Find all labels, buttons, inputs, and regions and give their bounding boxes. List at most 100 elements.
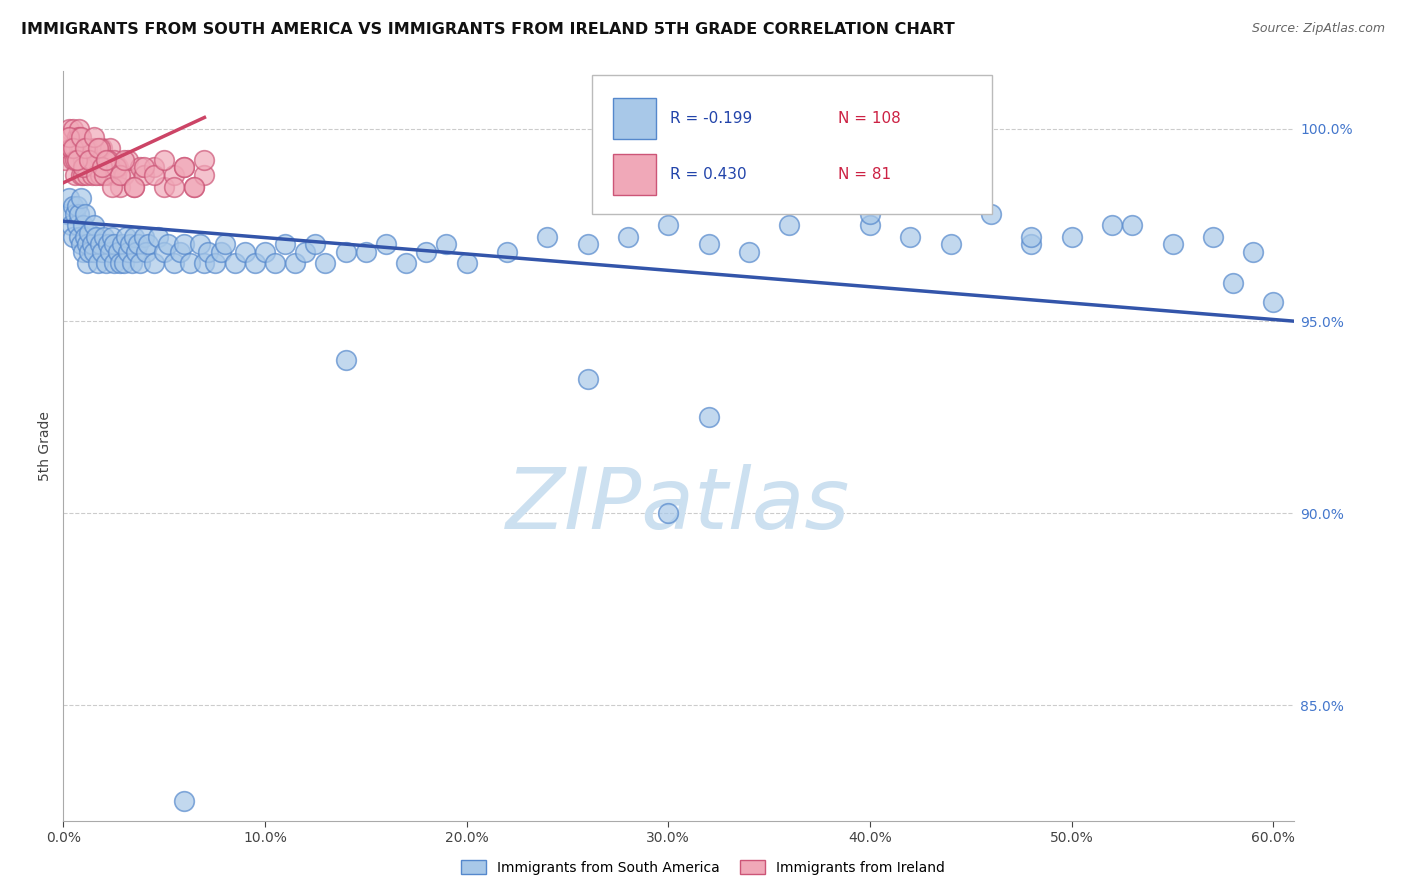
Point [86,256,108,270]
Point [657,506,679,520]
Point [284,256,307,270]
Point [70,168,93,182]
Point [70,237,93,252]
Point [127,237,149,252]
Point [70,191,93,205]
Point [100,229,122,244]
Point [89,237,111,252]
Point [153,244,176,259]
Point [939,237,962,252]
Text: N = 108: N = 108 [838,112,901,126]
Point [103,153,125,167]
Point [1202,229,1225,244]
Point [76,168,98,182]
Point [415,244,437,259]
Point [536,229,558,244]
Point [84,161,107,175]
Point [173,237,195,252]
Point [193,256,215,270]
Point [65,141,87,155]
Point [84,168,107,182]
Point [136,237,159,252]
Point [66,218,89,232]
Point [65,206,87,220]
Point [111,237,134,252]
Point [576,237,599,252]
Point [103,256,125,270]
Text: R = 0.430: R = 0.430 [669,168,747,182]
Point [79,226,101,240]
Point [75,161,97,175]
Point [118,237,141,252]
Point [456,256,478,270]
Point [112,256,135,270]
Point [1263,294,1285,309]
Point [576,372,599,386]
Point [72,161,94,175]
Point [335,244,357,259]
Point [243,256,266,270]
Point [204,256,226,270]
Point [67,229,90,244]
Point [62,141,84,155]
Point [93,161,115,175]
Point [657,218,679,232]
Point [214,237,236,252]
Point [114,229,136,244]
Point [80,237,103,252]
Point [153,179,176,194]
Point [197,244,219,259]
Point [83,141,105,155]
Point [58,129,80,144]
Point [79,153,101,167]
Point [89,141,111,155]
Point [104,168,127,182]
Point [132,161,155,175]
Point [1241,244,1264,259]
Point [153,153,176,167]
Point [190,237,212,252]
Point [496,244,519,259]
Point [86,153,108,167]
Point [58,191,80,205]
Point [66,129,89,144]
Point [93,168,115,182]
Point [173,161,195,175]
Point [83,129,105,144]
Point [859,206,882,220]
Point [112,153,135,167]
Point [697,237,720,252]
Point [117,244,139,259]
Point [179,256,201,270]
Point [108,168,131,182]
Point [436,237,458,252]
Point [98,244,121,259]
Point [193,153,215,167]
Point [76,141,98,155]
Point [100,179,122,194]
Point [1060,229,1083,244]
Point [108,256,131,270]
Point [173,161,195,175]
Point [335,352,357,367]
Legend: Immigrants from South America, Immigrants from Ireland: Immigrants from South America, Immigrant… [456,855,950,880]
Point [83,244,105,259]
Point [76,256,98,270]
Point [193,168,215,182]
Point [1021,237,1043,252]
Point [79,244,101,259]
Point [98,141,121,155]
Point [72,168,94,182]
Point [314,256,336,270]
Point [90,161,112,175]
Point [107,161,129,175]
Text: ZIPatlas: ZIPatlas [506,465,851,548]
Point [1101,218,1123,232]
Point [86,141,108,155]
Text: IMMIGRANTS FROM SOUTH AMERICA VS IMMIGRANTS FROM IRELAND 5TH GRADE CORRELATION C: IMMIGRANTS FROM SOUTH AMERICA VS IMMIGRA… [21,22,955,37]
Point [129,161,152,175]
Point [1222,276,1244,290]
Point [209,244,232,259]
Point [163,256,186,270]
Point [1121,218,1143,232]
